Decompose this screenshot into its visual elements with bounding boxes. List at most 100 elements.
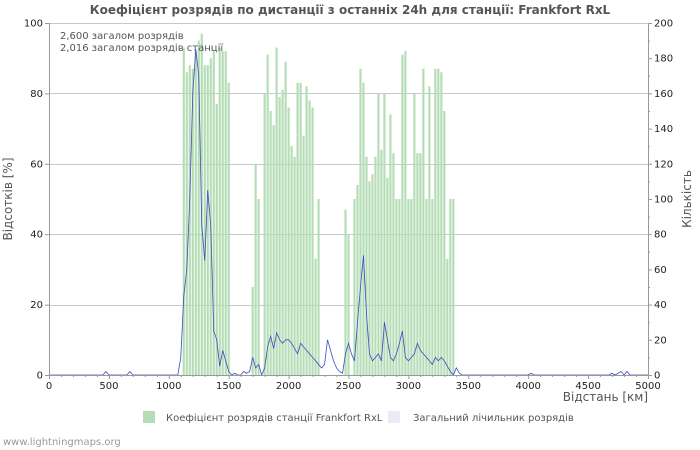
bar: [410, 199, 413, 375]
bar: [362, 82, 365, 375]
bar: [227, 82, 230, 375]
bar: [221, 51, 224, 375]
bar: [446, 258, 449, 375]
axes: 0204060801000204060801001201401601802000…: [24, 19, 673, 393]
bar: [344, 209, 347, 375]
legend-label-ratio: Коефіцієнт розрядів станції Frankfort Rx…: [166, 412, 383, 424]
bar: [263, 93, 266, 376]
bar: [215, 103, 218, 376]
bar: [353, 199, 356, 375]
bar: [257, 199, 260, 375]
bar: [185, 72, 188, 375]
y-right-tick-label: 180: [654, 54, 673, 65]
note-station-strikes: 2,016 загалом розрядів станції: [60, 42, 223, 54]
x-axis-title: Відстань [км]: [563, 390, 648, 404]
x-tick-label: 0: [46, 381, 52, 392]
bar: [425, 199, 428, 375]
y-left-tick-label: 40: [30, 230, 43, 241]
x-tick-label: 4000: [515, 381, 540, 392]
bar: [368, 181, 371, 375]
bar: [422, 68, 425, 375]
bar: [380, 149, 383, 375]
bar: [278, 96, 281, 376]
bar: [386, 177, 389, 375]
y-right-tick-label: 160: [654, 89, 673, 100]
bar: [209, 58, 212, 375]
x-tick-label: 2000: [276, 381, 301, 392]
bar: [191, 68, 194, 375]
line-series: [49, 49, 648, 377]
y-axis-left-title: Відсотків [%]: [1, 157, 15, 240]
bar: [347, 234, 350, 375]
bar: [197, 40, 200, 375]
x-tick-label: 1000: [156, 381, 181, 392]
bar: [302, 135, 305, 375]
bar: [287, 107, 290, 375]
bar: [434, 68, 437, 375]
bar: [296, 82, 299, 375]
x-tick-label: 3000: [396, 381, 421, 392]
y-right-tick-label: 60: [654, 265, 667, 276]
y-right-tick-label: 100: [654, 195, 673, 206]
bar: [203, 65, 206, 376]
bar: [413, 93, 416, 376]
bar: [293, 156, 296, 375]
bar: [281, 89, 284, 375]
bar: [314, 258, 317, 375]
bar: [224, 51, 227, 375]
bar: [374, 156, 377, 375]
x-tick-label: 500: [99, 381, 118, 392]
bar: [251, 287, 254, 375]
bar: [401, 54, 404, 376]
bar: [443, 111, 446, 375]
x-tick-label: 5000: [635, 381, 660, 392]
bar: [377, 93, 380, 376]
x-tick-label: 4500: [575, 381, 600, 392]
bar: [305, 86, 308, 376]
y-right-tick-label: 40: [654, 300, 667, 311]
bar: [254, 163, 257, 375]
bar: [398, 199, 401, 375]
bar: [389, 114, 392, 376]
bar: [299, 82, 302, 375]
bar: [419, 153, 422, 375]
bar: [431, 199, 434, 375]
bar: [266, 54, 269, 376]
bar-series: [182, 33, 455, 376]
bar: [437, 68, 440, 375]
note-total-strikes: 2,600 загалом розрядів: [60, 30, 184, 42]
bar: [272, 125, 275, 375]
bar: [317, 199, 320, 375]
bar: [188, 65, 191, 376]
bar: [290, 146, 293, 375]
x-tick-label: 3500: [456, 381, 481, 392]
bar: [200, 33, 203, 376]
bar: [212, 51, 215, 375]
bar: [206, 65, 209, 376]
bar: [449, 199, 452, 375]
y-left-tick-label: 60: [30, 159, 43, 170]
bar: [356, 184, 359, 375]
legend: Коефіцієнт розрядів станції Frankfort Rx…: [143, 411, 574, 424]
bar: [269, 111, 272, 375]
bar: [311, 107, 314, 375]
bar: [194, 51, 197, 375]
bar: [365, 156, 368, 375]
y-right-tick-label: 20: [654, 335, 667, 346]
bar: [383, 93, 386, 376]
site-credit: www.lightningmaps.org: [3, 437, 121, 448]
bar: [308, 100, 311, 375]
bar: [452, 199, 455, 375]
y-left-tick-label: 0: [37, 371, 43, 382]
y-axis-right-title: Кількість: [680, 170, 694, 228]
x-tick-label: 1500: [216, 381, 241, 392]
legend-label-total: Загальний лічильник розрядів: [413, 412, 574, 424]
bar: [440, 72, 443, 375]
bar: [416, 153, 419, 375]
chart-title: Коефіцієнт розрядів по дистанції з остан…: [90, 3, 611, 17]
x-tick-label: 2500: [336, 381, 361, 392]
y-left-tick-label: 100: [24, 19, 43, 30]
y-right-tick-label: 80: [654, 230, 667, 241]
y-right-tick-label: 120: [654, 159, 673, 170]
